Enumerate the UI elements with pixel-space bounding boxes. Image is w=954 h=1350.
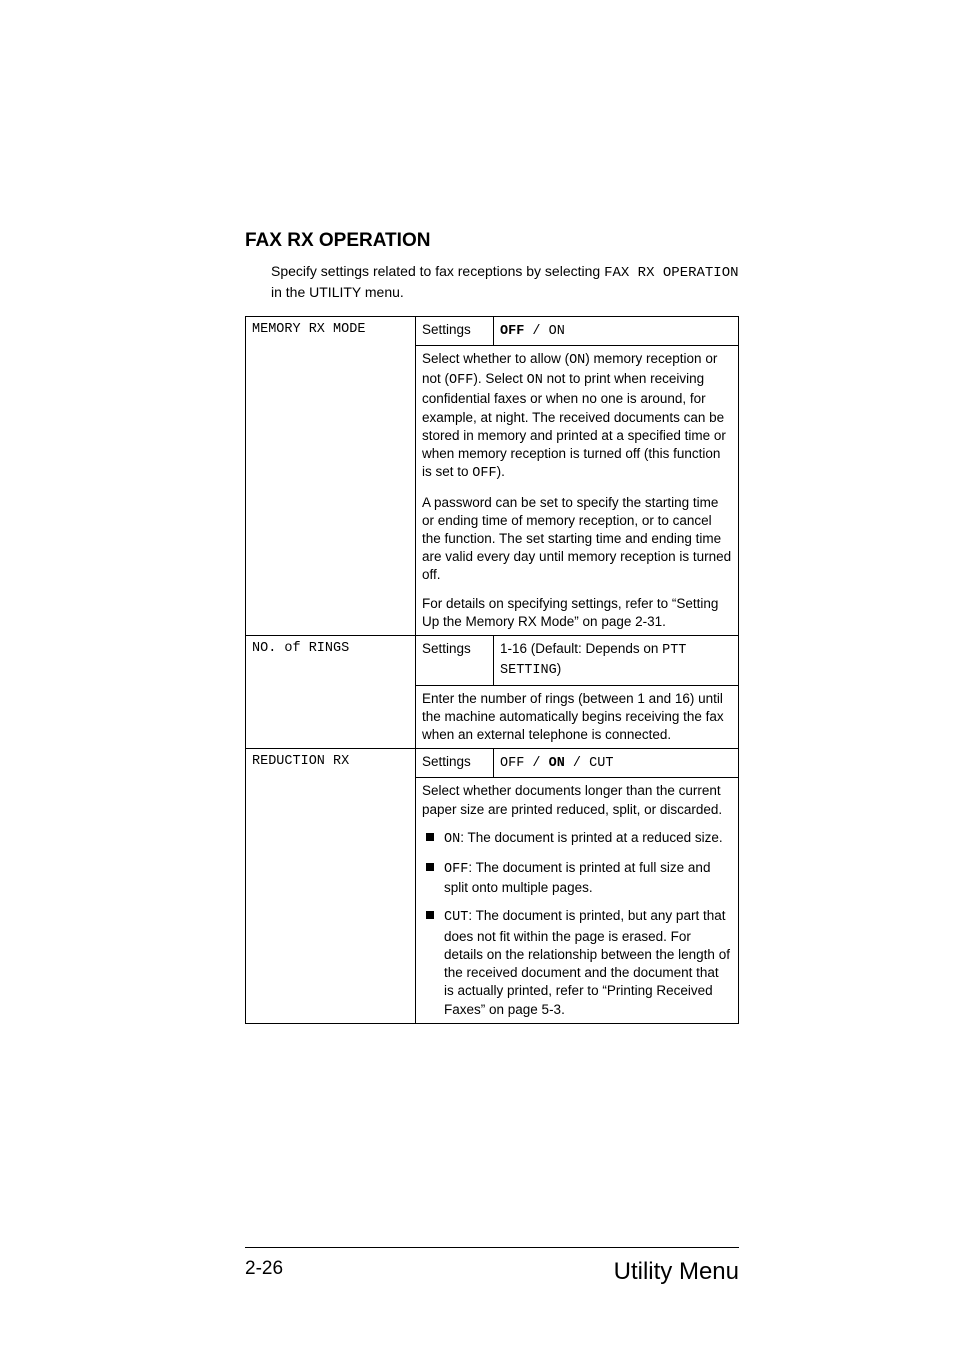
t: : The document is printed, but any part … [444,908,730,1016]
desc-p1: Select whether to allow (ON) memory rece… [422,350,732,484]
section-heading: FAX RX OPERATION [245,230,739,252]
opt-on: ON [549,756,565,771]
page: FAX RX OPERATION Specify settings relate… [0,0,954,1350]
t: OFF [449,373,473,388]
table-row: NO. of RINGS Settings 1-16 (Default: Dep… [246,636,739,685]
code: ON [444,832,460,847]
option-list: ON: The document is printed at a reduced… [422,829,732,1019]
t: Select whether to allow ( [422,351,569,366]
footer-rule [245,1247,739,1248]
code: OFF [444,862,468,877]
t: OFF [472,466,496,481]
t: ). Select [473,371,526,386]
desc-p3: For details on specifying settings, refe… [422,595,732,631]
page-number: 2-26 [245,1258,283,1280]
opt-sep: / [524,756,548,771]
param-description: Enter the number of rings (between 1 and… [416,685,739,749]
list-item: CUT: The document is printed, but any pa… [422,907,732,1018]
opt-sep: / [565,756,589,771]
settings-options: OFF / ON / CUT [494,749,739,778]
desc-intro: Select whether documents longer than the… [422,782,732,818]
opt-on: ON [549,324,565,339]
settings-label: Settings [416,316,494,345]
table-row: REDUCTION RX Settings OFF / ON / CUT [246,749,739,778]
opt-sep: / [524,324,548,339]
table-row: MEMORY RX MODE Settings OFF / ON [246,316,739,345]
intro-code: FAX RX OPERATION [604,265,738,281]
list-item: ON: The document is printed at a reduced… [422,829,732,849]
intro-lead: Specify settings related to fax receptio… [271,263,604,279]
list-item: OFF: The document is printed at full siz… [422,859,732,897]
t: ON [527,373,543,388]
t: : The document is printed at full size a… [444,860,710,895]
opt-off: OFF [500,324,524,339]
desc-p2: A password can be set to specify the sta… [422,494,732,585]
opt-cut: CUT [589,756,613,771]
settings-label: Settings [416,749,494,778]
intro-tail: in the UTILITY menu. [271,284,404,300]
opt-off: OFF [500,756,524,771]
code: CUT [444,910,468,925]
settings-label: Settings [416,636,494,685]
t: ). [497,464,505,479]
t: : The document is printed at a reduced s… [460,830,722,845]
intro-paragraph: Specify settings related to fax receptio… [245,262,739,302]
param-description: Select whether documents longer than the… [416,778,739,1023]
t: 1-16 (Default: Depends on [500,641,662,656]
settings-options: OFF / ON [494,316,739,345]
settings-options: 1-16 (Default: Depends on PTT SETTING) [494,636,739,685]
param-description: Select whether to allow (ON) memory rece… [416,346,739,636]
param-name: NO. of RINGS [246,636,416,749]
footer-title: Utility Menu [614,1258,739,1286]
t: ON [569,353,585,368]
settings-table: MEMORY RX MODE Settings OFF / ON Select … [245,316,739,1024]
param-name: MEMORY RX MODE [246,316,416,635]
param-name: REDUCTION RX [246,749,416,1024]
t: ) [557,661,562,676]
